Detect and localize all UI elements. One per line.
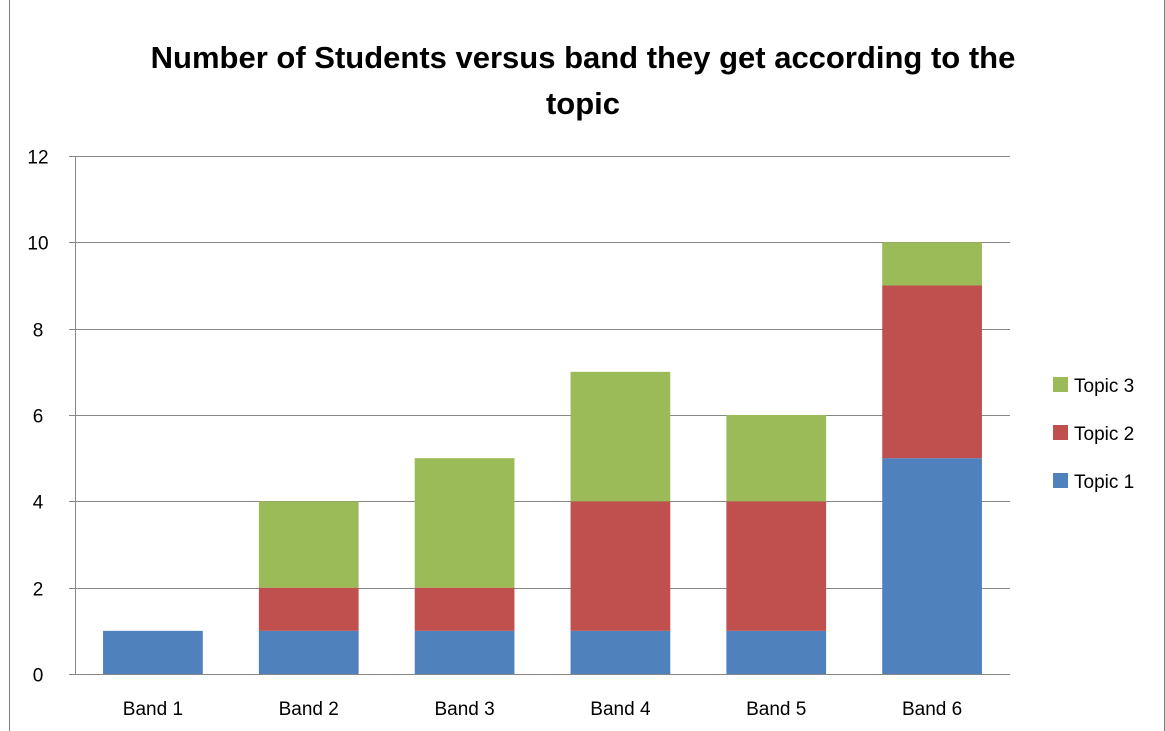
bar-topic-2-band-6 (882, 285, 982, 459)
bars (103, 242, 982, 674)
y-tick-label: 8 (33, 321, 44, 342)
chart-title-line-1: Number of Students versus band they get … (151, 40, 1016, 75)
y-tick-label: 12 (27, 148, 48, 169)
bar-topic-3-band-5 (726, 415, 827, 502)
chart-title-line-2: topic (546, 86, 620, 121)
bar-topic-3-band-4 (570, 371, 671, 502)
x-axis-ticks: Band 1 Band 2 Band 3 Band 4 Band 5 Band 6 (75, 674, 1010, 720)
bar-topic-1-band-1 (103, 630, 203, 674)
y-tick-label: 2 (33, 580, 44, 601)
bar-topic-1-band-2 (258, 630, 359, 674)
bar-topic-2-band-2 (258, 587, 359, 631)
x-tick-label: Band 3 (434, 699, 494, 720)
y-tick-label: 0 (33, 666, 44, 687)
y-axis-ticks: 0 2 4 6 8 10 12 (27, 148, 76, 687)
bar-topic-3-band-2 (258, 501, 359, 588)
x-tick-label: Band 2 (279, 699, 339, 720)
legend-label-topic-2: Topic 2 (1074, 424, 1134, 445)
x-tick-label: Band 1 (123, 699, 183, 720)
y-tick-label: 6 (33, 407, 44, 428)
bar-topic-2-band-3 (414, 587, 515, 631)
legend-label-topic-1: Topic 1 (1074, 472, 1134, 493)
x-tick-label: Band 6 (902, 699, 962, 720)
legend: Topic 3 Topic 2 Topic 1 (1053, 376, 1134, 493)
legend-swatch-topic-1 (1053, 473, 1068, 488)
bar-topic-1-band-5 (726, 630, 827, 674)
legend-swatch-topic-3 (1053, 377, 1068, 392)
legend-swatch-topic-2 (1053, 425, 1068, 440)
bar-topic-2-band-5 (726, 501, 827, 631)
bar-topic-1-band-3 (414, 630, 515, 674)
legend-label-topic-3: Topic 3 (1074, 376, 1134, 397)
y-tick-label: 10 (27, 234, 48, 255)
bar-topic-1-band-4 (570, 630, 671, 674)
bar-topic-3-band-3 (414, 458, 515, 588)
x-tick-label: Band 5 (746, 699, 806, 720)
bar-topic-2-band-4 (570, 501, 671, 631)
gridlines (75, 156, 1010, 675)
x-tick-label: Band 4 (590, 699, 651, 720)
y-tick-label: 4 (33, 493, 44, 514)
bar-topic-1-band-6 (882, 458, 982, 674)
bar-topic-3-band-6 (882, 242, 982, 286)
